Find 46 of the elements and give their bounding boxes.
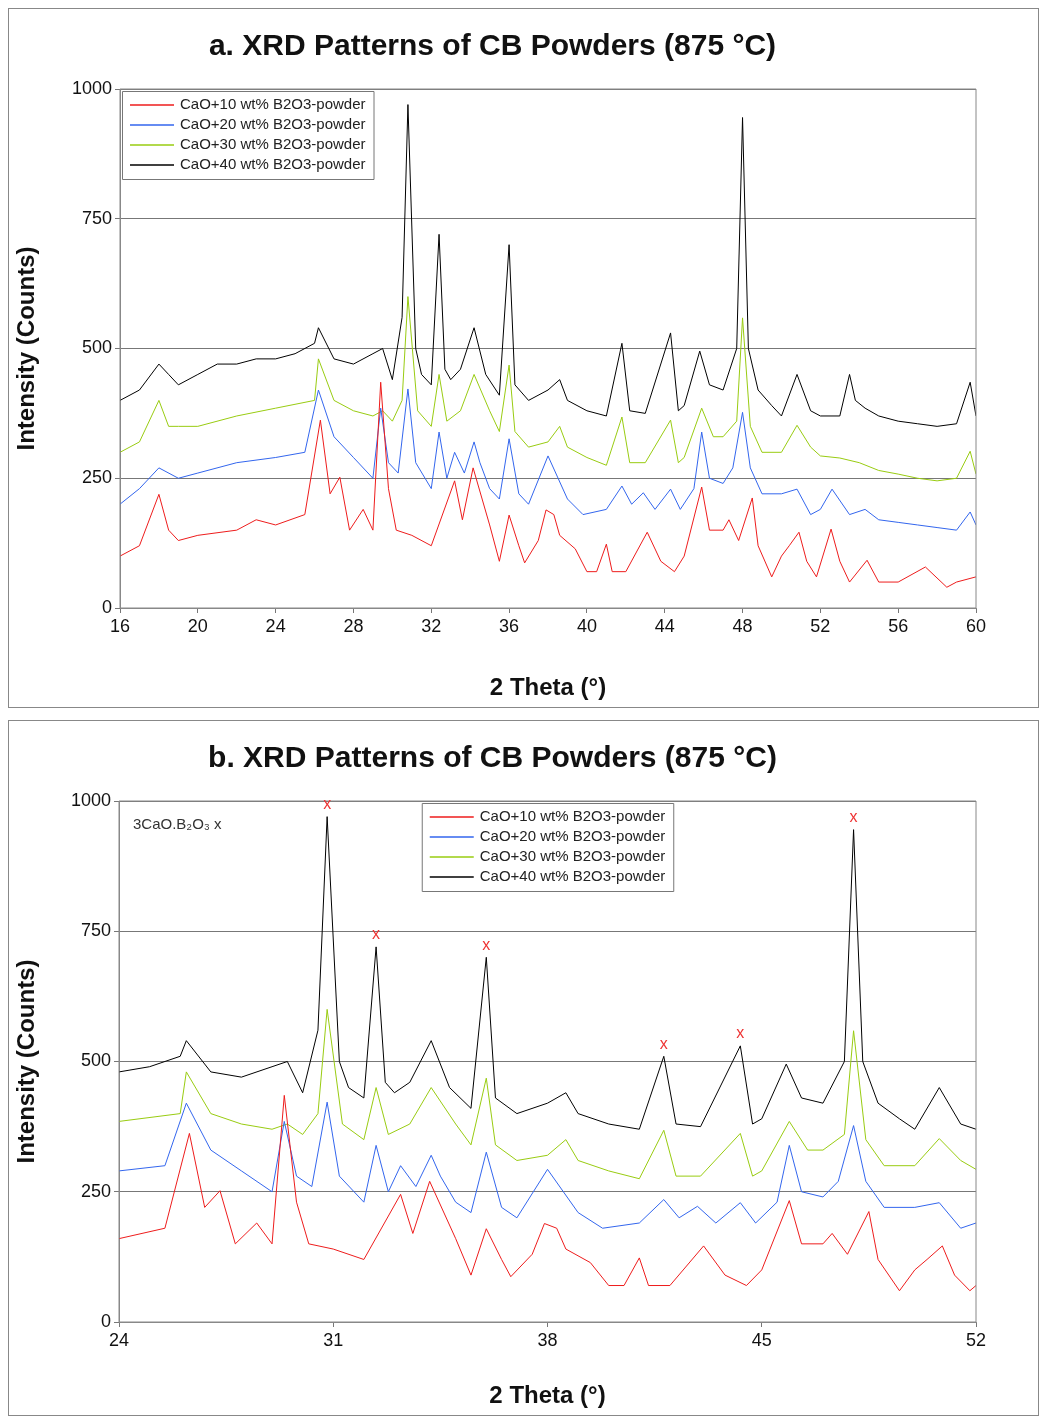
y-tick-label: 1000	[71, 77, 112, 98]
chart-title: b. XRD Patterns of CB Powders (875 °C)	[208, 740, 777, 774]
legend-label: CaO+20 wt% B2O3-powder	[479, 827, 666, 845]
legend-label: CaO+10 wt% B2O3-powder	[180, 95, 366, 113]
y-tick-label: 0	[101, 596, 112, 617]
y-tick-label: 1000	[70, 789, 111, 810]
x-tick-label: 48	[732, 615, 753, 636]
annotation: x	[849, 808, 858, 826]
x-tick-label: 45	[751, 1329, 772, 1350]
y-axis-title: Intensity (Counts)	[12, 246, 40, 451]
x-tick-label: 40	[576, 615, 597, 636]
x-tick-label: 38	[537, 1329, 558, 1350]
annotation: 3CaO.B₂O₃ x	[133, 814, 223, 832]
annotation: x	[482, 935, 491, 953]
x-tick-label: 32	[421, 615, 442, 636]
x-tick-label: 24	[108, 1329, 130, 1350]
y-axis-title: Intensity (Counts)	[12, 959, 40, 1164]
x-axis-title: 2 Theta (°)	[489, 673, 607, 701]
chart-title: a. XRD Patterns of CB Powders (875 °C)	[208, 28, 777, 62]
x-axis-title: 2 Theta (°)	[489, 1381, 606, 1409]
y-tick-label: 500	[81, 337, 112, 358]
x-tick-label: 60	[965, 615, 987, 636]
y-tick-label: 750	[81, 207, 112, 228]
annotation: x	[659, 1034, 668, 1052]
x-tick-label: 28	[343, 615, 364, 636]
legend-label: CaO+10 wt% B2O3-powder	[479, 807, 666, 825]
legend-label: CaO+30 wt% B2O3-powder	[479, 847, 666, 865]
x-tick-label: 24	[265, 615, 286, 636]
x-tick-label: 56	[888, 615, 909, 636]
y-tick-label: 250	[81, 467, 112, 488]
y-tick-label: 250	[80, 1180, 111, 1201]
annotation: x	[736, 1024, 745, 1042]
x-tick-label: 52	[965, 1329, 987, 1350]
x-tick-label: 52	[810, 615, 831, 636]
y-tick-label: 500	[80, 1050, 111, 1071]
y-tick-label: 0	[100, 1310, 111, 1331]
legend-label: CaO+40 wt% B2O3-powder	[479, 867, 666, 885]
x-tick-label: 36	[499, 615, 520, 636]
x-tick-label: 20	[187, 615, 208, 636]
legend-label: CaO+20 wt% B2O3-powder	[180, 115, 366, 133]
y-tick-label: 750	[80, 920, 111, 941]
legend-label: CaO+40 wt% B2O3-powder	[180, 155, 366, 173]
x-tick-label: 31	[323, 1329, 344, 1350]
x-tick-label: 44	[654, 615, 675, 636]
x-tick-label: 16	[109, 615, 131, 636]
legend-label: CaO+30 wt% B2O3-powder	[180, 135, 366, 153]
